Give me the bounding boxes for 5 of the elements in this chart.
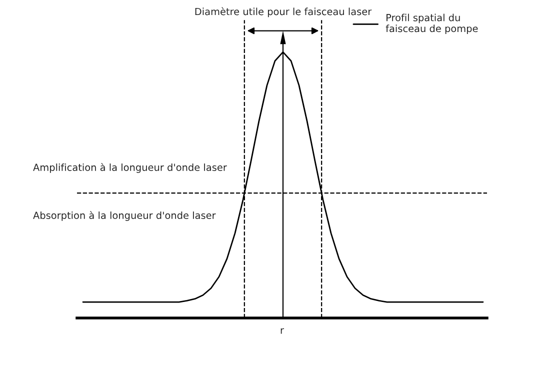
annotation: Amplification à la longueur d'onde laser xyxy=(33,163,227,173)
text: Diamètre utile pour le faisceau laser xyxy=(195,7,372,18)
x-axis-title: r xyxy=(280,328,284,334)
annotation: Absorption à la longueur d'onde laser xyxy=(33,211,216,221)
legend-label: Profil spatial du faisceau de pompe xyxy=(386,14,478,34)
